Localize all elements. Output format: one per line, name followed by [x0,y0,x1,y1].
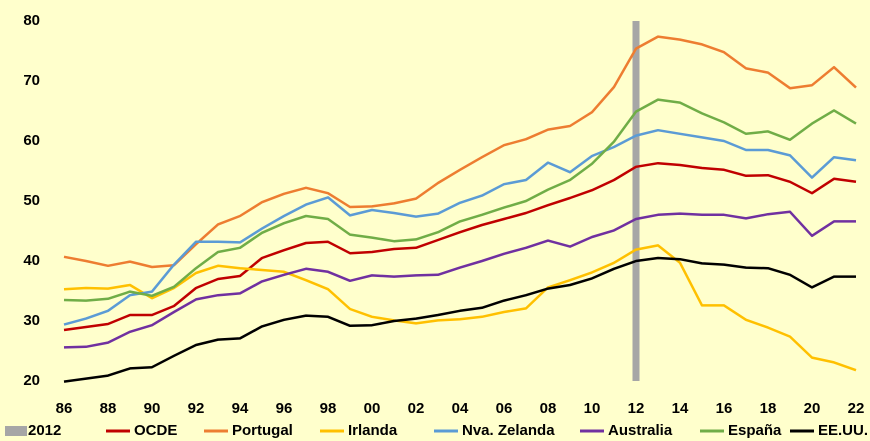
x-tick-label: 18 [760,400,777,417]
legend-label: Nva. Zelanda [462,422,555,439]
series-line [63,98,857,302]
y-tick-label: 60 [23,132,40,149]
x-tick-label: 12 [628,400,645,417]
x-tick-label: 16 [716,400,733,417]
x-tick-label: 86 [56,400,73,417]
legend-label: EE.UU. [818,422,868,439]
x-tick-label: 94 [232,400,249,417]
x-tick-label: 90 [144,400,161,417]
y-tick-label: 20 [23,372,40,389]
legend-label: Portugal [232,422,293,439]
legend-label: 2012 [28,422,61,439]
series-line [63,161,857,332]
series-line [63,210,856,349]
x-tick-label: 92 [188,400,205,417]
series-line [63,128,857,326]
legend-label: Australia [608,422,673,439]
legend-label: España [728,422,782,439]
y-tick-label: 40 [23,252,40,269]
x-tick-label: 22 [848,400,865,417]
x-tick-label: 96 [276,400,293,417]
y-tick-label: 80 [23,12,40,29]
x-tick-label: 88 [100,400,117,417]
series-line [63,35,857,269]
x-tick-label: 08 [540,400,557,417]
x-tick-label: 14 [672,400,689,417]
legend-label: Irlanda [348,422,398,439]
y-tick-label: 50 [23,192,40,209]
x-tick-label: 00 [364,400,381,417]
x-tick-label: 10 [584,400,601,417]
legend-label: OCDE [134,422,177,439]
y-tick-label: 70 [23,72,40,89]
x-tick-label: 06 [496,400,513,417]
x-tick-label: 20 [804,400,821,417]
legend-swatch [5,426,27,436]
series-line [63,244,857,372]
series-line [63,256,856,383]
x-tick-label: 98 [320,400,337,417]
y-tick-label: 30 [23,312,40,329]
x-tick-label: 02 [408,400,425,417]
x-tick-label: 04 [452,400,469,417]
